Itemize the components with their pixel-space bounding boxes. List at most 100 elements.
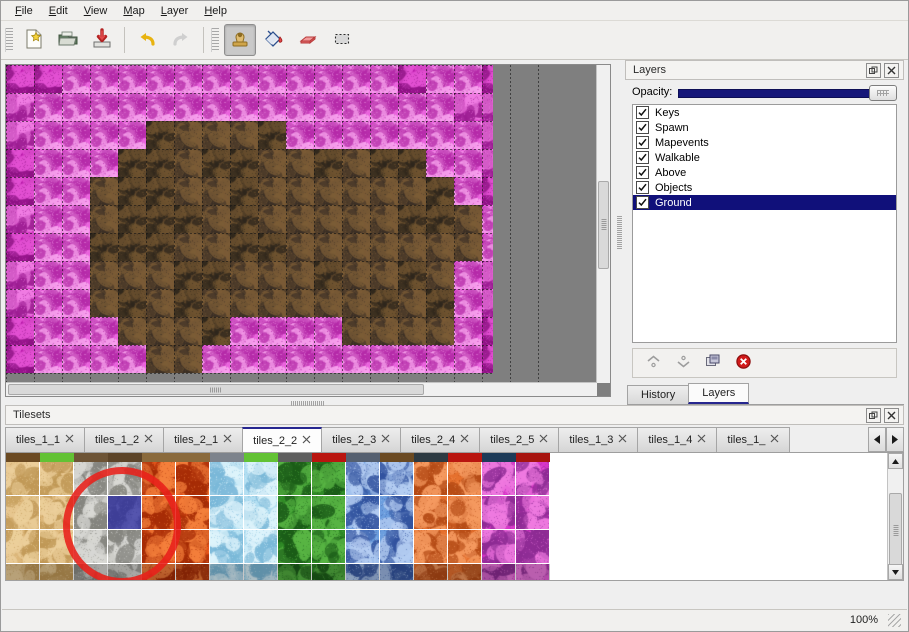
- map-tile[interactable]: [426, 121, 454, 149]
- tileset-tile[interactable]: [6, 530, 40, 564]
- map-tile[interactable]: [398, 177, 426, 205]
- tileset-tile[interactable]: [312, 453, 346, 462]
- tileset-tile[interactable]: [482, 564, 516, 580]
- map-tile[interactable]: [90, 177, 118, 205]
- tileset-tile[interactable]: [482, 453, 516, 462]
- map-tile[interactable]: [342, 289, 370, 317]
- map-tile[interactable]: [34, 149, 62, 177]
- map-tile[interactable]: [146, 177, 174, 205]
- delete-layer-button[interactable]: [731, 351, 755, 375]
- tileset-vscroll-thumb[interactable]: [889, 493, 902, 569]
- map-tile[interactable]: [174, 121, 202, 149]
- map-tile[interactable]: [90, 65, 118, 93]
- duplicate-layer-button[interactable]: [701, 351, 725, 375]
- tileset-tab-tiles_2_1[interactable]: tiles_2_1: [163, 427, 244, 452]
- map-tile[interactable]: [454, 345, 482, 373]
- map-tile[interactable]: [342, 149, 370, 177]
- tileset-tile[interactable]: [516, 564, 550, 580]
- tileset-tile[interactable]: [210, 453, 244, 462]
- map-tile[interactable]: [118, 93, 146, 121]
- tileset-tabs-scroll-right-button[interactable]: [886, 427, 904, 452]
- map-tile[interactable]: [342, 233, 370, 261]
- map-tile[interactable]: [34, 65, 62, 93]
- map-tile[interactable]: [258, 149, 286, 177]
- map-tile[interactable]: [90, 205, 118, 233]
- map-tile[interactable]: [62, 65, 90, 93]
- tileset-tile[interactable]: [516, 530, 550, 564]
- close-panel-icon[interactable]: [884, 407, 899, 423]
- map-tile[interactable]: [342, 65, 370, 93]
- tileset-tile[interactable]: [74, 496, 108, 530]
- tileset-tab-tiles_2_3[interactable]: tiles_2_3: [321, 427, 402, 452]
- map-tile[interactable]: [342, 345, 370, 373]
- tileset-tile[interactable]: [278, 453, 312, 462]
- tileset-tile[interactable]: [244, 564, 278, 580]
- map-tile[interactable]: [146, 205, 174, 233]
- tileset-tile-selected[interactable]: [108, 496, 142, 530]
- tileset-tab-tiles_1_3[interactable]: tiles_1_3: [558, 427, 639, 452]
- map-tile[interactable]: [370, 177, 398, 205]
- map-tile[interactable]: [398, 345, 426, 373]
- map-tile[interactable]: [258, 177, 286, 205]
- tileset-tile[interactable]: [448, 462, 482, 496]
- map-tile[interactable]: [90, 261, 118, 289]
- map-tile[interactable]: [454, 289, 482, 317]
- map-tile[interactable]: [454, 149, 482, 177]
- map-tile[interactable]: [342, 317, 370, 345]
- map-tile[interactable]: [314, 121, 342, 149]
- select-tool-button[interactable]: [326, 24, 358, 56]
- map-tile[interactable]: [426, 261, 454, 289]
- map-tile[interactable]: [62, 149, 90, 177]
- map-tile[interactable]: [314, 345, 342, 373]
- map-tile[interactable]: [118, 65, 146, 93]
- map-tile[interactable]: [202, 65, 230, 93]
- map-tile[interactable]: [62, 93, 90, 121]
- map-tile[interactable]: [146, 345, 174, 373]
- map-tile[interactable]: [342, 205, 370, 233]
- layer-visibility-checkbox[interactable]: [636, 106, 649, 119]
- layer-row-above[interactable]: Above: [633, 165, 896, 180]
- map-tile[interactable]: [426, 233, 454, 261]
- tileset-tile[interactable]: [312, 496, 346, 530]
- map-tile[interactable]: [286, 205, 314, 233]
- tileset-tile[interactable]: [142, 462, 176, 496]
- map-tile[interactable]: [230, 149, 258, 177]
- tileset-tile[interactable]: [40, 530, 74, 564]
- map-tile[interactable]: [454, 205, 482, 233]
- close-tab-icon[interactable]: [618, 434, 627, 446]
- layer-row-mapevents[interactable]: Mapevents: [633, 135, 896, 150]
- tileset-tile[interactable]: [244, 462, 278, 496]
- map-tile[interactable]: [258, 65, 286, 93]
- map-tile[interactable]: [454, 233, 482, 261]
- map-tile[interactable]: [62, 121, 90, 149]
- tileset-tile[interactable]: [176, 453, 210, 462]
- map-tile[interactable]: [90, 149, 118, 177]
- map-tile[interactable]: [174, 65, 202, 93]
- menu-edit[interactable]: Edit: [48, 4, 68, 17]
- map-tile[interactable]: [426, 177, 454, 205]
- layer-list[interactable]: Keys Spawn Mapevents Walkable Above Objects Gr…: [632, 104, 897, 343]
- map-tile[interactable]: [370, 261, 398, 289]
- tileset-tile[interactable]: [482, 530, 516, 564]
- map-tile[interactable]: [230, 261, 258, 289]
- tileset-tile[interactable]: [380, 462, 414, 496]
- map-tile[interactable]: [6, 177, 34, 205]
- map-tile[interactable]: [146, 65, 174, 93]
- tileset-tab-tiles_1_4[interactable]: tiles_1_4: [637, 427, 718, 452]
- map-tile[interactable]: [314, 261, 342, 289]
- tileset-tile[interactable]: [448, 496, 482, 530]
- layer-visibility-checkbox[interactable]: [636, 181, 649, 194]
- map-tile[interactable]: [202, 345, 230, 373]
- map-tile[interactable]: [6, 233, 34, 261]
- map-tile[interactable]: [370, 149, 398, 177]
- tileset-tile[interactable]: [142, 564, 176, 580]
- tileset-tile[interactable]: [414, 453, 448, 462]
- map-tile[interactable]: [454, 317, 482, 345]
- map-tile[interactable]: [90, 121, 118, 149]
- canvas-hscroll-thumb[interactable]: [8, 384, 424, 395]
- map-tile[interactable]: [370, 289, 398, 317]
- map-tile[interactable]: [482, 205, 493, 233]
- close-tab-icon[interactable]: [460, 434, 469, 446]
- tab-history[interactable]: History: [627, 385, 690, 404]
- map-tile[interactable]: [6, 149, 34, 177]
